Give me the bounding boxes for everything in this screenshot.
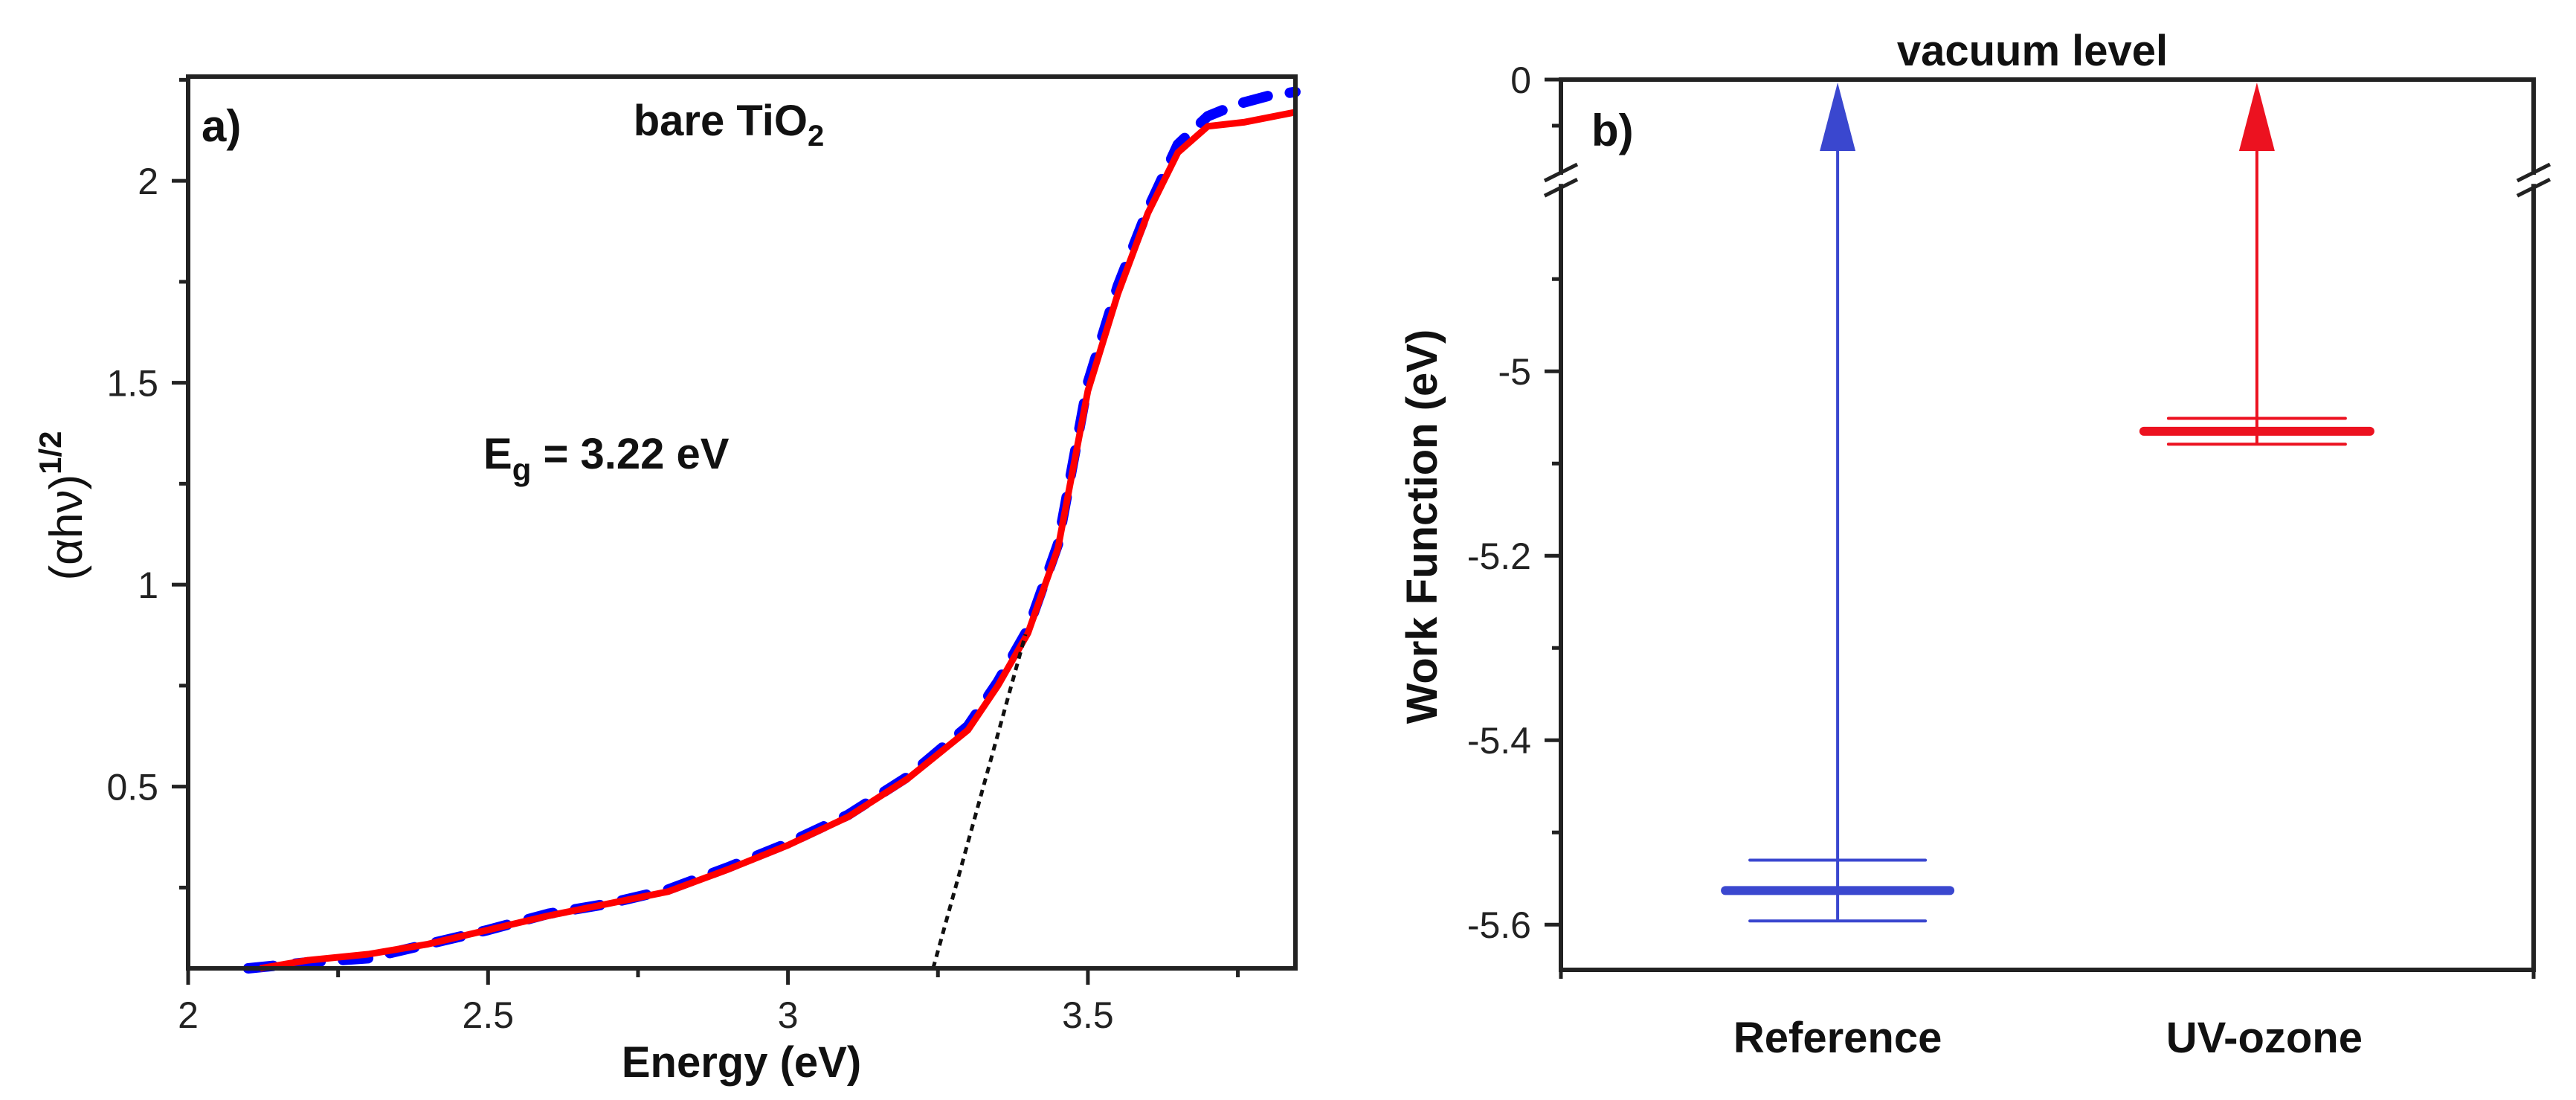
y-tick-label-b: 0: [1510, 59, 1531, 101]
panel-b-label: b): [1591, 106, 1634, 155]
level-uv-ozone: [2139, 83, 2374, 446]
x-tick-label-a: 2.5: [463, 994, 515, 1036]
plot-a-title-text: bare TiO: [634, 97, 808, 145]
category-label-reference: Reference: [1733, 1014, 1942, 1062]
arrow-head-icon: [2238, 83, 2275, 151]
y-tick-label-a: 2: [138, 161, 158, 202]
bandgap-value: = 3.22 eV: [531, 430, 729, 478]
arrow-head-icon: [1820, 83, 1856, 151]
axis-break-mark: [1543, 162, 1579, 183]
y-tick-label-b: -5.4: [1467, 720, 1531, 762]
panel-b-work-function-plot: 0 -5 -5.2 -5.4 -5.6 b) vacuum level Work Fun…: [1398, 27, 2551, 1062]
x-tick-label-a: 3.5: [1062, 994, 1114, 1036]
plot-b-levels: [1721, 83, 2374, 923]
axis-break-mark: [2516, 178, 2551, 198]
category-label-uv-ozone: UV-ozone: [2166, 1014, 2363, 1062]
bandgap-prefix: E: [483, 430, 512, 478]
y-tick-label-b: -5.2: [1467, 535, 1531, 577]
vacuum-level-label: vacuum level: [1897, 27, 2168, 75]
x-tick-label-a: 2: [178, 994, 199, 1036]
y-axis-title-a-superscript: 1/2: [33, 431, 68, 474]
axis-break-mark: [1543, 178, 1579, 198]
y-tick-label-b: -5: [1498, 351, 1531, 393]
y-tick-label-a: 0.5: [106, 767, 158, 808]
panel-a-absorption-plot: 2 2.5 3 3.50.511.52 a) bare TiO2 Eg = 3.22 …: [33, 74, 1301, 1087]
plot-b-category-labels: Reference UV-ozone: [1733, 1014, 2363, 1062]
plot-a-title-subscript: 2: [808, 120, 824, 152]
x-tick-label-a: 3: [778, 994, 799, 1036]
series-line-red-solid: [260, 109, 1296, 972]
series-line-tangent-fit: [931, 634, 1028, 969]
bandgap-subscript: g: [512, 452, 532, 487]
y-tick-label-b: -5.6: [1467, 904, 1531, 946]
series-line-blue-dashed: [242, 86, 1301, 974]
y-tick-label-a: 1.5: [106, 363, 158, 405]
x-axis-title-a: Energy (eV): [622, 1038, 861, 1087]
y-tick-label-a: 1: [138, 565, 158, 606]
plot-a-curves: [242, 86, 1301, 974]
plot-b-ticks: 0 -5 -5.2 -5.4 -5.6: [1467, 59, 1561, 946]
y-axis-title-b: Work Function (eV): [1398, 329, 1446, 724]
plot-a-frame: [186, 74, 1298, 971]
plot-a-ticks: 2 2.5 3 3.5 0.5 1 1.5 2: [106, 77, 1240, 1036]
bandgap-annotation: Eg = 3.22 eV: [483, 430, 730, 487]
plot-a-title: bare TiO2: [634, 97, 825, 152]
plot-b-axes: [1543, 77, 2551, 979]
axis-break-mark: [2516, 162, 2551, 183]
y-axis-title-a: (αhν)1/2: [33, 431, 92, 580]
panel-a-label: a): [202, 101, 241, 151]
level-reference: [1721, 83, 1955, 923]
y-axis-title-a-text: (αhν): [41, 475, 92, 581]
